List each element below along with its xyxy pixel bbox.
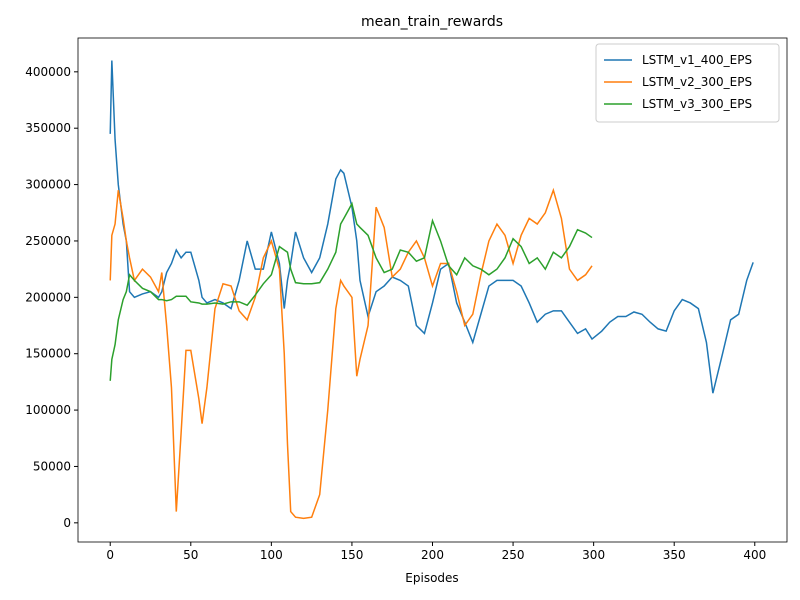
x-tick-label: 150 (340, 548, 363, 562)
x-tick-label: 350 (663, 548, 686, 562)
chart-title: mean_train_rewards (361, 14, 503, 30)
y-tick-label: 350000 (25, 121, 71, 135)
legend-label: LSTM_v3_300_EPS (642, 97, 752, 111)
y-tick-label: 50000 (33, 459, 71, 473)
plot-frame (77, 37, 788, 543)
y-tick-label: 400000 (25, 65, 71, 79)
x-tick-label: 200 (421, 548, 444, 562)
legend-label: LSTM_v2_300_EPS (642, 75, 752, 89)
y-tick-label: 200000 (25, 290, 71, 304)
x-tick-label: 250 (502, 548, 525, 562)
legend-box (595, 43, 780, 123)
y-tick-label: 300000 (25, 178, 71, 192)
y-tick-label: 100000 (25, 403, 71, 417)
x-tick-label: 400 (743, 548, 766, 562)
series-line (109, 187, 593, 520)
series-line (109, 201, 593, 381)
x-tick-label: 0 (106, 548, 114, 562)
x-tick-label: 50 (183, 548, 198, 562)
legend-label: LSTM_v1_400_EPS (642, 53, 752, 67)
legend: LSTM_v1_400_EPS LSTM_v2_300_EPS LSTM_v3_30… (595, 43, 780, 123)
x-axis-label: Episodes (405, 571, 458, 585)
x-tick-label: 100 (260, 548, 283, 562)
x-tick-label: 300 (582, 548, 605, 562)
y-tick-label: 250000 (25, 234, 71, 248)
series-line (109, 60, 754, 394)
y-tick-label: 0 (63, 516, 71, 530)
y-tick-label: 150000 (25, 347, 71, 361)
